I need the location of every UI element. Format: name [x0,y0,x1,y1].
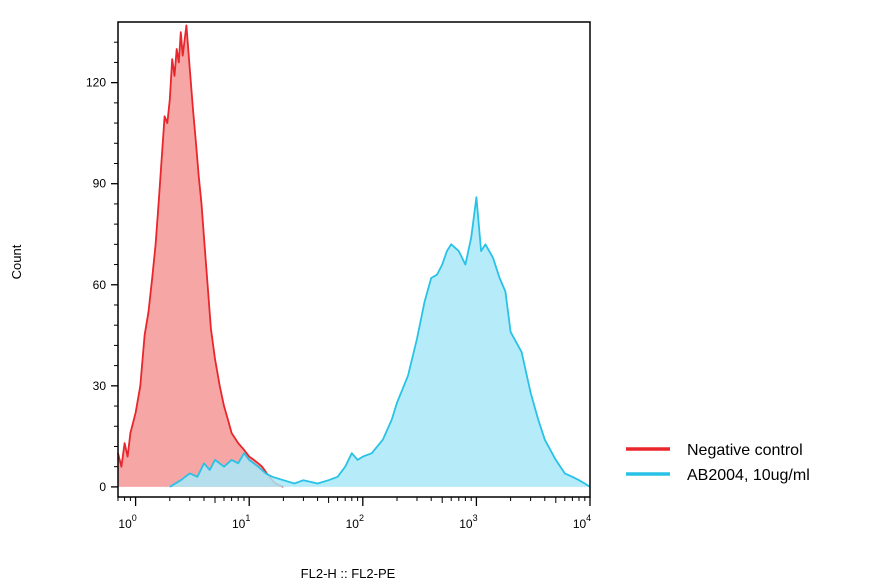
y-tick-label: 30 [93,379,107,393]
series-layer [117,24,591,488]
series-line-1 [117,24,284,488]
x-tick-label: 103 [459,513,477,531]
y-tick-label: 120 [86,76,106,90]
legend-label-2: AB2004, 10ug/ml [687,467,810,484]
x-tick-label: 102 [346,513,364,531]
y-tick-label: 60 [93,278,107,292]
series-fill-2 [169,197,591,487]
x-axis: 100 101 102 103 104 [117,497,591,531]
y-tick-label: 90 [93,177,107,191]
y-axis-label: Count [9,244,24,279]
y-tick-label: 0 [99,480,106,494]
y-axis: 0 30 60 90 120 [86,41,118,494]
series-line-2 [169,196,591,488]
x-tick-label: 100 [118,513,136,531]
series-fill-1 [118,25,284,487]
legend-label-1: Negative control [687,442,803,459]
x-tick-label: 101 [232,513,250,531]
x-tick-label: 104 [573,513,591,531]
plot-frame [117,21,591,498]
legend: Negative control AB2004, 10ug/ml [626,442,810,484]
x-axis-label: FL2-H :: FL2-PE [301,566,396,581]
